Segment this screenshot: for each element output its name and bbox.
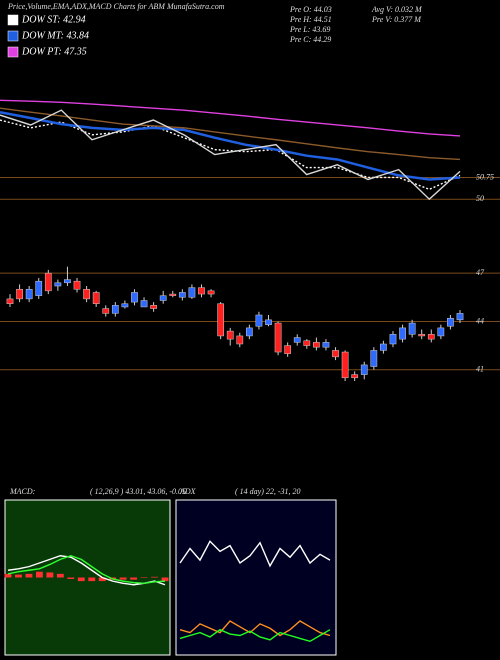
legend-label: DOW MT: 43.84 xyxy=(21,30,89,41)
macd-subtitle: ( 12,26,9 ) 43.01, 43.06, -0.05 xyxy=(90,487,186,496)
line xyxy=(7,555,166,586)
candle-body xyxy=(351,374,359,379)
candle-body xyxy=(236,335,244,345)
legend-swatch xyxy=(7,46,19,58)
candle-body xyxy=(188,287,196,298)
histogram-bar xyxy=(77,577,85,582)
stat: Avg V: 0.032 M xyxy=(371,5,423,14)
candle-body xyxy=(25,288,33,300)
histogram-bar xyxy=(15,574,22,578)
legend-swatch xyxy=(7,30,19,42)
histogram-bar xyxy=(161,577,169,582)
line xyxy=(7,555,166,585)
candle-body xyxy=(16,288,23,300)
adx-panel xyxy=(175,499,337,656)
candle-body xyxy=(73,280,81,290)
candle-body xyxy=(111,305,119,314)
macd-title: MACD: xyxy=(9,487,36,496)
candle-body xyxy=(456,313,464,321)
candle-body xyxy=(44,272,52,292)
y-tick-label: 50.75 xyxy=(476,172,494,181)
histogram-bar xyxy=(130,577,138,580)
y-tick-label: 47 xyxy=(476,268,485,277)
candle-body xyxy=(198,287,205,295)
candle-body xyxy=(427,334,435,340)
legend-label: DOW PT: 47.35 xyxy=(21,46,87,57)
stat: Pre O: 44.03 xyxy=(289,5,332,14)
candle-body xyxy=(226,330,234,340)
candle-body xyxy=(159,295,167,301)
candle-body xyxy=(447,317,454,327)
histogram-bar xyxy=(67,577,75,579)
candle-body xyxy=(246,327,253,337)
candle-body xyxy=(380,343,387,351)
candle-body xyxy=(370,350,378,367)
candle-body xyxy=(83,288,90,300)
histogram-bar xyxy=(151,576,158,578)
candle-body xyxy=(332,350,339,358)
stat: Pre C: 44.29 xyxy=(289,35,331,44)
candle-body xyxy=(293,337,301,343)
line xyxy=(0,107,461,161)
candle-body xyxy=(284,345,292,354)
adx-subtitle: ( 14 day) 22, -31, 20 xyxy=(235,487,301,496)
candle-body xyxy=(274,322,282,353)
candle-body xyxy=(102,308,110,314)
candle-body xyxy=(150,305,157,309)
y-tick-label: 41 xyxy=(476,365,484,374)
candle-body xyxy=(217,303,225,337)
adx-title: ADX xyxy=(179,487,197,496)
histogram-bar xyxy=(25,573,33,578)
candle-body xyxy=(389,334,397,345)
chart-title: Price,Volume,EMA,ADX,MACD Charts for ABM… xyxy=(7,2,225,11)
candle-body xyxy=(313,342,320,348)
candle-body xyxy=(265,319,272,325)
candle-body xyxy=(408,322,416,335)
candle-body xyxy=(322,342,330,348)
stat: Pre V: 0.377 M xyxy=(371,15,422,24)
y-tick-label: 50 xyxy=(476,194,484,203)
histogram-bar xyxy=(119,577,127,580)
stat: Pre L: 43.69 xyxy=(289,25,330,34)
line xyxy=(179,540,331,568)
candle-body xyxy=(140,300,148,308)
line xyxy=(179,620,331,637)
histogram-bar xyxy=(35,571,43,578)
line xyxy=(179,628,331,643)
line xyxy=(0,99,461,137)
histogram-bar xyxy=(56,573,64,578)
legend-label: DOW ST: 42.94 xyxy=(21,14,86,25)
candle-body xyxy=(178,292,186,298)
stat: Pre H: 44.51 xyxy=(289,15,332,24)
candle-body xyxy=(6,298,14,304)
candle-body xyxy=(207,290,215,295)
candle-body xyxy=(437,327,445,337)
legend-swatch xyxy=(7,14,19,26)
line xyxy=(0,109,461,201)
candle-body xyxy=(64,279,71,284)
histogram-bar xyxy=(88,577,96,582)
candle-body xyxy=(255,314,263,327)
candle-body xyxy=(169,293,177,296)
candle-body xyxy=(92,292,100,304)
histogram-bar xyxy=(140,577,148,578)
candle-body xyxy=(418,334,426,337)
histogram-bar xyxy=(98,577,106,582)
candle-body xyxy=(303,340,311,346)
histogram-bar xyxy=(46,572,54,578)
candle-body xyxy=(399,327,406,340)
candle-body xyxy=(341,351,349,379)
line xyxy=(0,110,461,181)
candle-body xyxy=(54,282,62,287)
candle-body xyxy=(360,364,368,375)
candle-body xyxy=(121,303,129,308)
candle-body xyxy=(35,280,43,296)
y-tick-label: 44 xyxy=(476,316,484,325)
candle-body xyxy=(131,292,138,303)
histogram-bar xyxy=(4,573,12,578)
